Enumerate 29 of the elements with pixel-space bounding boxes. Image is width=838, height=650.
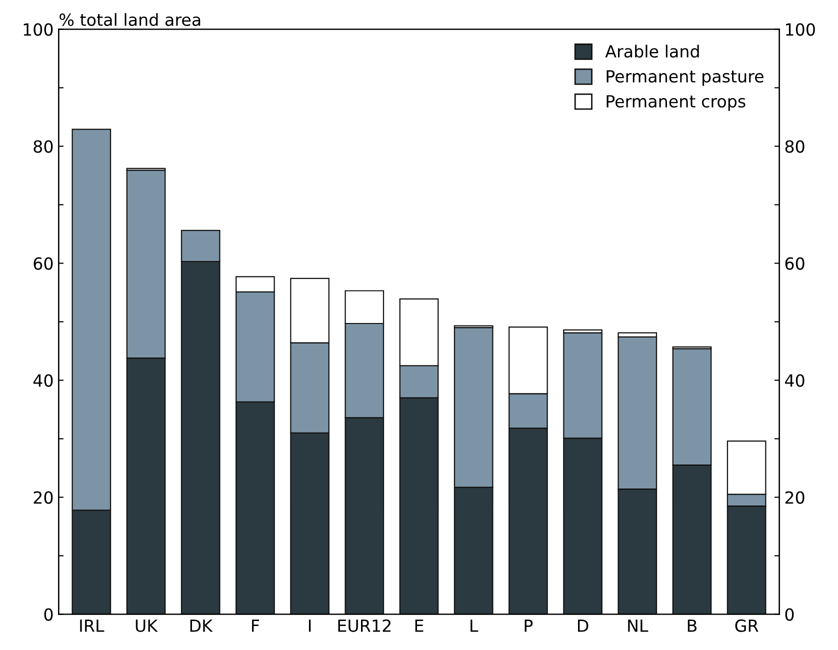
- y-tick-label: 100: [24, 23, 53, 36]
- y2-tick-label: 80: [785, 140, 804, 153]
- x-tick-label: D: [578, 620, 588, 632]
- x-tick-label: L: [470, 620, 478, 632]
- legend-label: Permanent crops: [606, 95, 746, 111]
- x-tick-label: E: [415, 620, 424, 632]
- x-tick-label: GR: [735, 619, 758, 632]
- y2-tick-label: 60: [785, 257, 804, 270]
- x-tick-label: NL: [628, 620, 648, 632]
- y-tick-label: 0: [44, 608, 53, 621]
- x-tick-label: F: [252, 620, 260, 632]
- y-tick-label: 40: [33, 374, 53, 387]
- y2-tick-label: 40: [785, 374, 804, 387]
- y2-tick-label: 0: [785, 608, 794, 621]
- x-tick-label: IRL: [80, 620, 104, 632]
- y-tick-label: 20: [34, 491, 53, 504]
- y-tick-label: 60: [34, 257, 53, 270]
- y2-tick-label: 100: [786, 23, 815, 36]
- x-tick-label: EUR12: [338, 619, 390, 632]
- x-tick-label: UK: [136, 620, 158, 632]
- y-axis-title: % total land area: [60, 13, 200, 26]
- x-tick-label: I: [308, 620, 311, 632]
- x-tick-label: B: [688, 620, 697, 632]
- legend-label: Arable land: [605, 44, 699, 58]
- x-tick-label: P: [524, 620, 533, 632]
- legend-label: Permanent pasture: [606, 70, 764, 86]
- x-tick-label: DK: [190, 620, 213, 632]
- y2-tick-label: 20: [785, 491, 804, 504]
- y-tick-label: 80: [34, 140, 53, 153]
